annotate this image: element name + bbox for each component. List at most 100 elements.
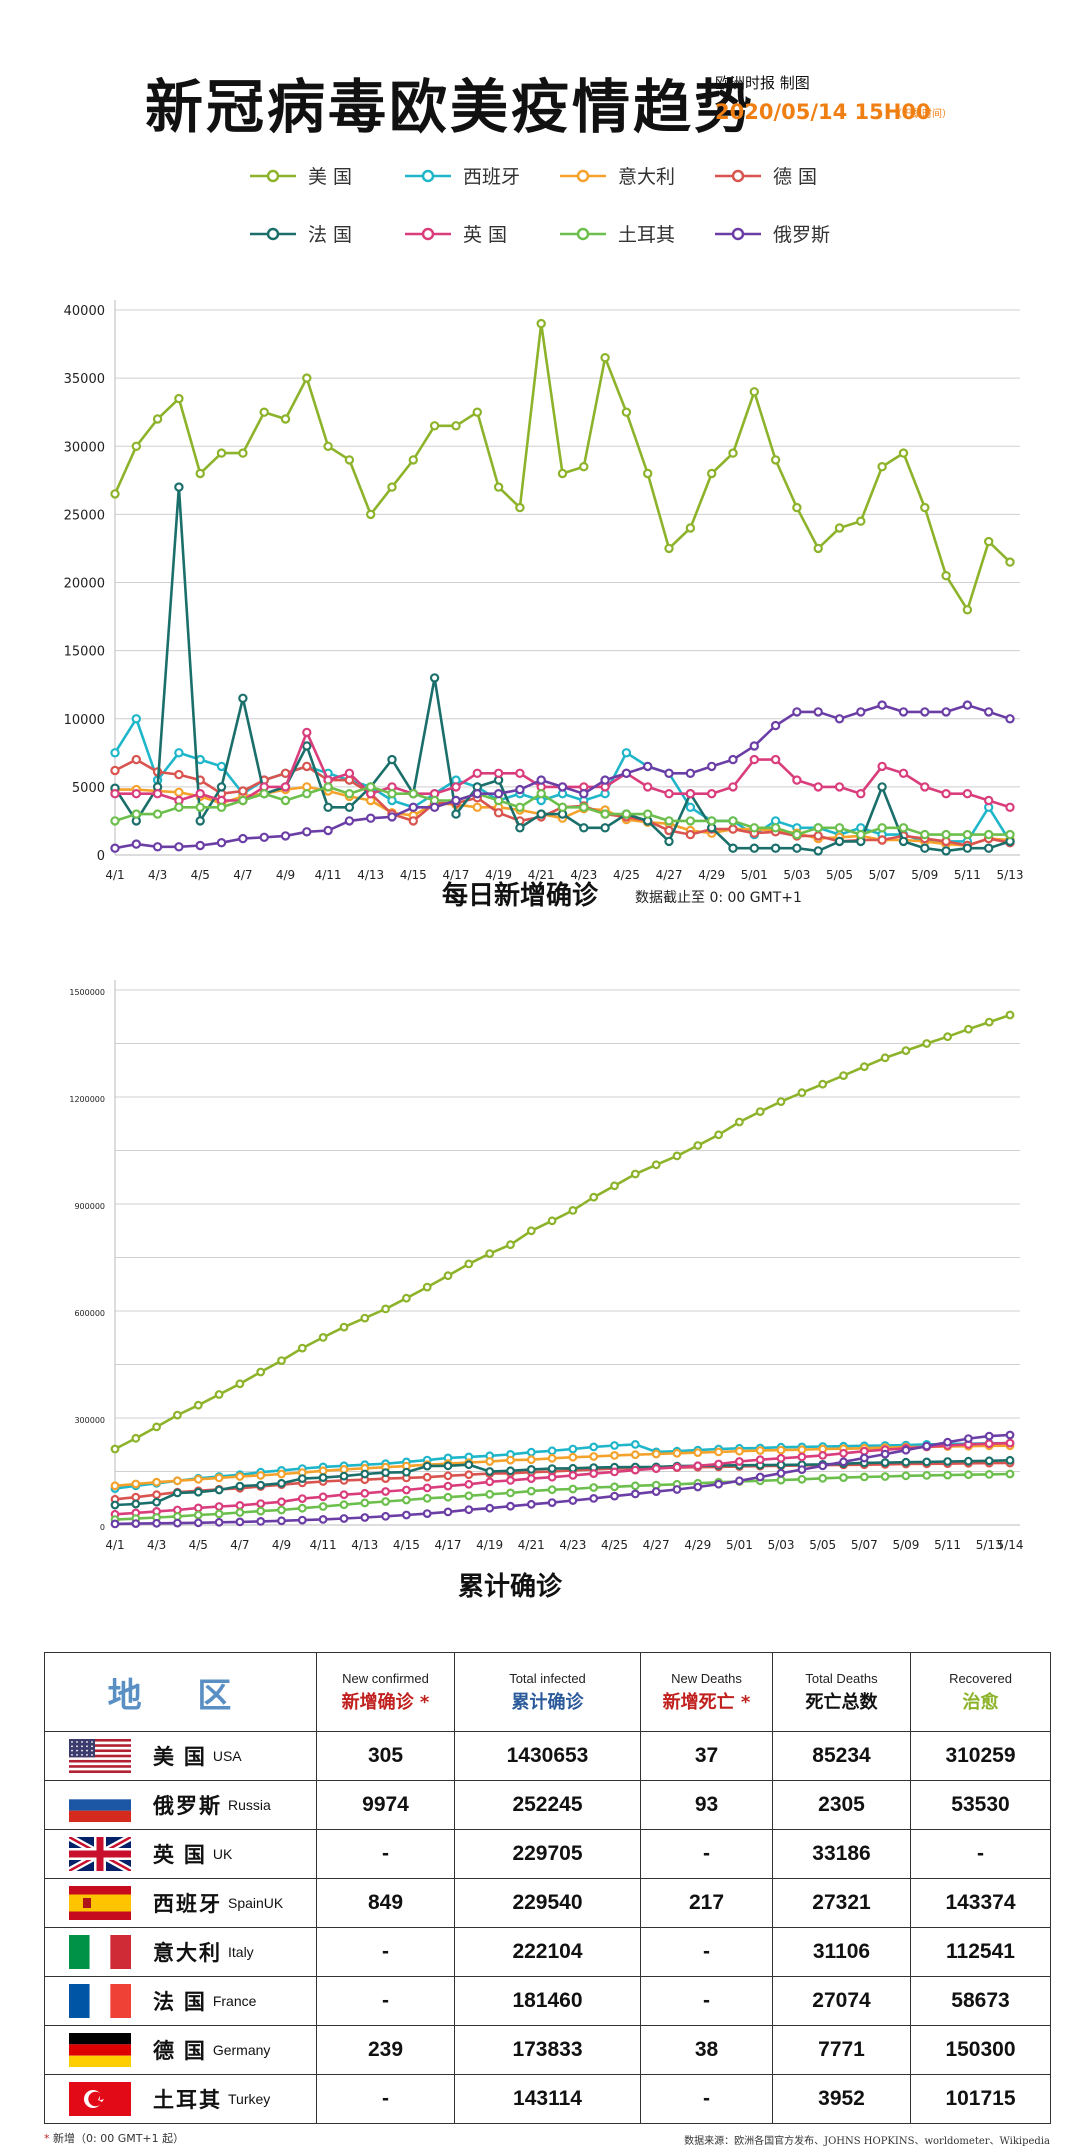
x-tick-label: 5/05: [826, 868, 853, 882]
total-infected-cell: 173833: [454, 2025, 641, 2075]
data-point: [859, 1062, 869, 1072]
data-point: [589, 1483, 599, 1492]
data-point: [557, 802, 568, 813]
data-point: [280, 782, 291, 792]
y-tick-label: 40000: [64, 304, 105, 319]
data-point: [547, 1485, 557, 1495]
x-tick-label: 4/23: [570, 868, 597, 882]
data-point: [515, 823, 525, 833]
data-point: [579, 789, 589, 799]
data-point: [131, 441, 141, 451]
data-point: [770, 754, 781, 765]
data-point: [776, 1475, 786, 1485]
data-point: [485, 1249, 495, 1259]
data-point: [818, 1079, 828, 1089]
data-point: [685, 523, 696, 533]
data-point: [920, 843, 930, 853]
data-point: [1005, 1438, 1015, 1448]
data-point: [728, 754, 738, 765]
y-tick-labels: 0 5000 10000 15000 20000 25000 30000 35000 40000: [64, 304, 105, 864]
data-point: [172, 1488, 182, 1498]
x-tick-label: 4/27: [656, 868, 683, 882]
x-tick-label: 4/1: [105, 868, 124, 882]
data-point: [984, 707, 994, 717]
data-point: [797, 1452, 807, 1462]
data-point: [235, 1501, 245, 1510]
legend-label: 俄罗斯: [773, 224, 830, 246]
data-point: [323, 441, 333, 451]
y-tick-label: 20000: [64, 577, 105, 592]
data-point: [856, 829, 866, 840]
x-tick-label: 4/11: [315, 868, 342, 882]
data-point: [792, 843, 802, 853]
data-point: [366, 782, 376, 792]
data-point: [318, 1515, 328, 1524]
data-point: [387, 812, 397, 822]
data-point: [443, 1507, 453, 1517]
data-point: [195, 789, 205, 799]
data-point: [901, 1471, 911, 1481]
data-point: [302, 373, 312, 383]
data-point: [110, 1444, 120, 1454]
data-point: [110, 1500, 120, 1510]
data-point: [813, 846, 823, 856]
data-point: [610, 1491, 619, 1501]
data-point: [714, 1130, 723, 1140]
data-point: [589, 1192, 599, 1202]
chart-title: 每日新增确诊: [442, 880, 599, 911]
data-point: [238, 448, 248, 458]
recovered-header: Recovered 治愈: [910, 1652, 1051, 1732]
data-point: [714, 1459, 723, 1469]
data-point: [901, 1046, 911, 1055]
x-tick-label: 4/23: [559, 1538, 586, 1552]
data-point: [472, 768, 482, 778]
total-infected-cell: 181460: [454, 1976, 641, 2026]
legend-item-6: 英 国: [405, 224, 507, 246]
data-point: [360, 1488, 370, 1498]
data-point: [174, 842, 184, 852]
total-deaths-cell: 31106: [772, 1927, 911, 1977]
data-point: [630, 1465, 640, 1475]
data-point: [526, 1474, 536, 1483]
data-point: [110, 1519, 120, 1529]
page-title: 新冠病毒欧美疫情趋势: [145, 73, 756, 141]
data-point: [707, 816, 717, 826]
data-point: [818, 1461, 828, 1471]
data-point: [880, 1449, 890, 1459]
datetime-text: 2020/05/14 15H00: [715, 100, 931, 124]
data-point: [256, 1480, 266, 1490]
data-point: [408, 802, 418, 813]
data-point: [651, 1160, 661, 1170]
data-point: [589, 1452, 599, 1461]
data-point: [834, 782, 845, 792]
data-point: [235, 1517, 245, 1527]
data-point: [776, 1097, 786, 1107]
data-point: [664, 543, 674, 554]
x-tick-label: 4/29: [684, 1538, 711, 1552]
data-point: [797, 1088, 807, 1098]
data-point: [651, 1464, 661, 1473]
recovered-cell: 53530: [910, 1780, 1051, 1830]
data-point: [302, 761, 312, 772]
data-point: [131, 809, 141, 819]
data-point: [339, 1500, 349, 1510]
x-tick-label: 5/13: [976, 1538, 1003, 1552]
data-point: [776, 1445, 786, 1455]
total-deaths-cell: 27074: [772, 1976, 911, 2026]
data-point: [1005, 1469, 1015, 1479]
new-deaths-cell: 93: [640, 1780, 773, 1830]
data-point: [152, 1422, 162, 1432]
x-tick-label: 4/15: [400, 868, 427, 882]
data-point: [776, 1468, 786, 1478]
data-point: [360, 1469, 370, 1479]
data-point: [984, 1456, 994, 1466]
data-point: [610, 1181, 619, 1191]
x-tick-label: 5/01: [726, 1538, 753, 1552]
data-point: [579, 823, 589, 833]
data-point: [402, 1510, 411, 1520]
data-point: [651, 1487, 661, 1496]
series-俄罗斯: [110, 700, 1015, 853]
new-deaths-cell: -: [640, 1927, 773, 1977]
recovered-cell: 150300: [910, 2025, 1051, 2075]
data-point: [685, 802, 696, 813]
